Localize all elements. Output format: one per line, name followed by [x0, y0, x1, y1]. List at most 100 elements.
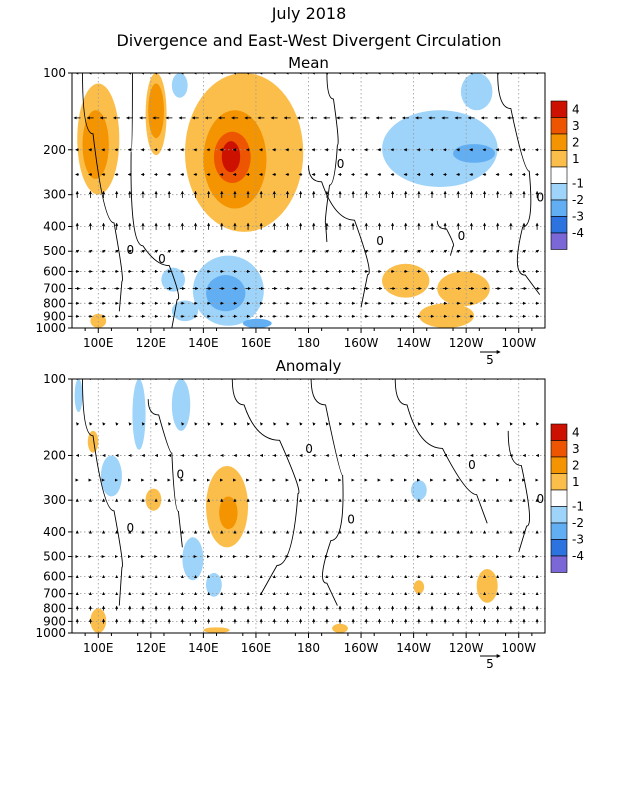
shaded-region	[161, 267, 185, 292]
shaded-region	[453, 144, 496, 163]
colorbar-label: 4	[572, 102, 580, 116]
wind-vector	[206, 249, 211, 253]
colorbar-swatch	[550, 473, 568, 491]
wind-vector	[88, 249, 93, 253]
wind-vector	[417, 422, 421, 426]
colorbar-swatch	[550, 456, 568, 474]
shaded-region	[418, 303, 475, 328]
zero-contour	[308, 165, 370, 308]
x-tick-label: 100E	[83, 336, 114, 350]
colorbar-swatch	[550, 150, 568, 168]
shaded-region	[476, 569, 498, 603]
wind-vector	[141, 422, 146, 426]
wind-vector	[180, 249, 185, 253]
x-tick-label: 140E	[188, 336, 219, 350]
wind-vector	[430, 249, 435, 253]
wind-vector	[233, 422, 237, 426]
colorbar-swatch	[550, 539, 568, 557]
colorbar-swatch	[550, 100, 568, 118]
wind-vector	[457, 422, 461, 426]
x-tick-label: 180	[297, 641, 320, 655]
zero-contour	[436, 220, 455, 256]
zero-contour	[394, 379, 488, 524]
wind-vector	[167, 249, 172, 253]
wind-vector	[535, 249, 540, 253]
colorbar-label: -3	[572, 210, 584, 224]
y-tick-label: 1000	[35, 626, 66, 640]
wind-vector	[194, 422, 198, 426]
wind-vector	[378, 422, 382, 426]
colorbar-swatch	[550, 440, 568, 458]
wind-vector	[128, 422, 132, 426]
shaded-region	[148, 83, 164, 139]
colorbar: 4 3 2 1 -1 -2 -3 -4	[550, 100, 584, 250]
wind-vector	[233, 249, 237, 253]
wind-vector	[351, 249, 356, 253]
zero-contour	[82, 379, 123, 606]
colorbar-label: 1	[572, 152, 580, 166]
wind-vector	[246, 249, 251, 253]
x-tick-label: 160E	[241, 336, 272, 350]
wind-vector	[102, 422, 106, 426]
y-tick-label: 400	[43, 220, 66, 234]
wind-vector	[325, 249, 329, 253]
shaded-region	[242, 318, 272, 328]
shaded-region	[100, 455, 122, 497]
wind-vector	[352, 422, 356, 426]
colorbar-label: 2	[572, 458, 580, 472]
wind-vector	[181, 422, 185, 426]
y-tick-label: 500	[43, 550, 66, 564]
wind-vector	[76, 422, 80, 426]
colorbar-label: 2	[572, 135, 580, 149]
x-tick-label: 160W	[344, 641, 379, 655]
shaded-region	[437, 271, 490, 307]
wind-vector	[312, 422, 316, 426]
colorbar-label: -2	[572, 193, 584, 207]
wind-vector	[522, 422, 527, 426]
shaded-region	[171, 73, 188, 98]
wind-vector	[338, 249, 343, 253]
shaded-region	[90, 313, 107, 328]
x-tick-label: 120E	[136, 641, 167, 655]
wind-vector	[338, 422, 343, 426]
y-tick-label: 1000	[35, 321, 66, 335]
colorbar-label: 1	[572, 475, 580, 489]
wind-vector	[509, 249, 513, 253]
wind-vector	[114, 249, 119, 253]
x-tick-label: 160E	[241, 641, 272, 655]
wind-vector	[509, 422, 513, 426]
contour-label: 0	[347, 512, 355, 526]
wind-vector	[496, 422, 500, 426]
colorbar-label: 3	[572, 119, 580, 133]
shaded-region	[460, 73, 493, 111]
y-tick-label: 900	[43, 614, 66, 628]
wind-vector	[495, 249, 500, 253]
x-tick-label: 140W	[396, 641, 431, 655]
shaded-region	[132, 379, 146, 450]
zero-contour	[231, 379, 300, 594]
wind-vector	[298, 249, 303, 253]
contour-label: 0	[176, 468, 184, 482]
shaded-region	[382, 263, 430, 298]
shaded-region	[221, 141, 241, 173]
shaded-region	[410, 480, 427, 501]
x-tick-label: 100W	[501, 641, 536, 655]
reference-vector-label: 5	[486, 657, 494, 671]
x-tick-label: 120E	[136, 336, 167, 350]
wind-vector	[193, 249, 198, 253]
contour-label: 0	[127, 243, 135, 257]
wind-vector	[273, 422, 277, 426]
zero-contour	[324, 73, 339, 243]
x-tick-label: 140E	[188, 641, 219, 655]
y-tick-label: 500	[43, 244, 66, 258]
reference-vector-label: 5	[486, 353, 494, 367]
wind-vector	[75, 249, 80, 253]
wind-vector	[444, 422, 448, 426]
colorbar-swatch	[550, 555, 568, 573]
shaded-region	[87, 430, 99, 453]
colorbar-swatch	[550, 506, 568, 524]
contour-label: 0	[376, 234, 384, 248]
wind-vector	[365, 422, 369, 426]
wind-vector	[390, 249, 395, 253]
